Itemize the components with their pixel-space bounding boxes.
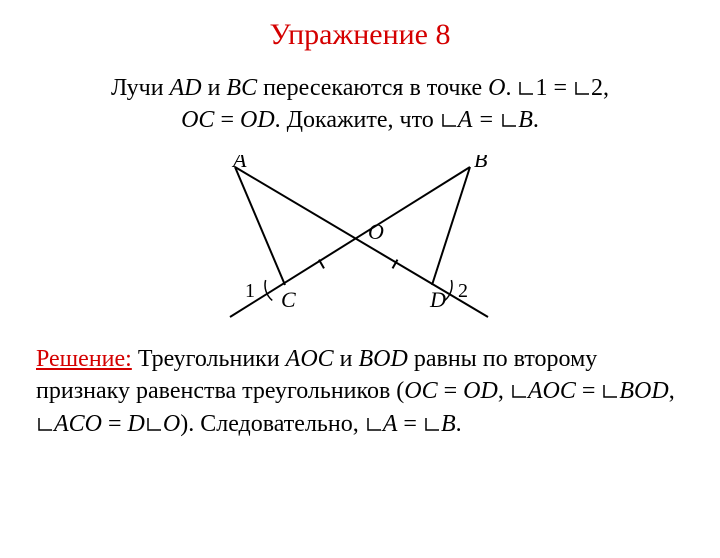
- text: и: [334, 346, 359, 372]
- svg-text:B: B: [474, 155, 487, 172]
- svg-text:O: O: [368, 219, 384, 244]
- angle-B: B: [441, 411, 456, 437]
- angle-DCO-d: D: [128, 411, 145, 437]
- solution-heading: Решение:: [36, 346, 132, 372]
- angle-icon: [601, 382, 619, 400]
- text: =: [438, 378, 464, 404]
- text: 2,: [591, 75, 609, 101]
- text: =: [214, 107, 240, 133]
- ray-AD: AD: [170, 75, 202, 101]
- angle-BOD: BOD: [619, 378, 668, 404]
- svg-text:D: D: [429, 287, 446, 312]
- angle-AOC: AOC: [528, 378, 576, 404]
- angle-icon: [510, 382, 528, 400]
- svg-text:2: 2: [458, 280, 468, 302]
- text: =: [397, 411, 423, 437]
- point-O: O: [488, 75, 505, 101]
- segment-OC: OC: [404, 378, 437, 404]
- geometry-figure: A B O C D 1 2: [180, 155, 540, 325]
- angle-A: A =: [458, 107, 500, 133]
- text: =: [576, 378, 602, 404]
- angle-icon: [423, 415, 441, 433]
- angle-A: A: [383, 411, 398, 437]
- angle-B: B: [518, 107, 533, 133]
- text: ,: [669, 378, 675, 404]
- svg-text:C: C: [281, 287, 296, 312]
- angle-icon: [440, 111, 458, 129]
- text: Лучи: [111, 75, 170, 101]
- text: =: [102, 411, 128, 437]
- text: ). Следовательно,: [180, 411, 364, 437]
- angle-icon: [36, 415, 54, 433]
- text: .: [505, 75, 517, 101]
- text: пересекаются в точке: [257, 75, 488, 101]
- segment-OD: OD: [463, 378, 498, 404]
- segment-OC: OC: [181, 107, 214, 133]
- angle-icon: [145, 415, 163, 433]
- text: .: [456, 411, 462, 437]
- exercise-title: Упражнение 8: [0, 18, 720, 52]
- angle-icon: [365, 415, 383, 433]
- text: и: [202, 75, 227, 101]
- text: ,: [498, 378, 510, 404]
- svg-text:1: 1: [245, 280, 255, 302]
- solution-text: Решение: Треугольники AOC и BOD равны по…: [36, 343, 684, 440]
- triangle-AOC: AOC: [286, 346, 334, 372]
- text: 1 =: [535, 75, 573, 101]
- angle-ACO: ACO: [54, 411, 102, 437]
- angle-DCO-o: O: [163, 411, 180, 437]
- triangle-BOD: BOD: [359, 346, 408, 372]
- problem-statement: Лучи AD и BC пересекаются в точке O. 1 =…: [36, 72, 684, 137]
- ray-BC: BC: [226, 75, 257, 101]
- text: Треугольники: [132, 346, 286, 372]
- text: . Докажите, что: [275, 107, 440, 133]
- svg-text:A: A: [231, 155, 247, 172]
- angle-icon: [517, 79, 535, 97]
- angle-icon: [500, 111, 518, 129]
- angle-icon: [573, 79, 591, 97]
- text: .: [533, 107, 539, 133]
- segment-OD: OD: [240, 107, 275, 133]
